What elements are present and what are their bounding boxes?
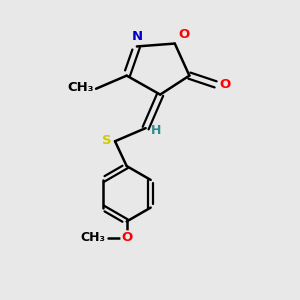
Text: CH₃: CH₃ [67,81,94,94]
Text: N: N [131,30,142,43]
Text: CH₃: CH₃ [80,231,105,244]
Text: O: O [178,28,190,41]
Text: O: O [219,78,230,91]
Text: H: H [151,124,161,137]
Text: O: O [121,231,132,244]
Text: S: S [102,134,112,147]
